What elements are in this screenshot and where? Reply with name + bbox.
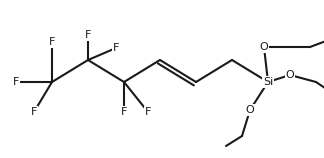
Text: F: F bbox=[49, 37, 55, 47]
Text: F: F bbox=[31, 107, 37, 117]
Text: F: F bbox=[13, 77, 19, 87]
Text: Si: Si bbox=[263, 77, 273, 87]
Text: F: F bbox=[113, 43, 119, 53]
Text: F: F bbox=[121, 107, 127, 117]
Text: O: O bbox=[246, 105, 254, 115]
Text: F: F bbox=[145, 107, 151, 117]
Text: F: F bbox=[85, 30, 91, 40]
Text: O: O bbox=[286, 70, 295, 80]
Text: O: O bbox=[260, 42, 268, 52]
